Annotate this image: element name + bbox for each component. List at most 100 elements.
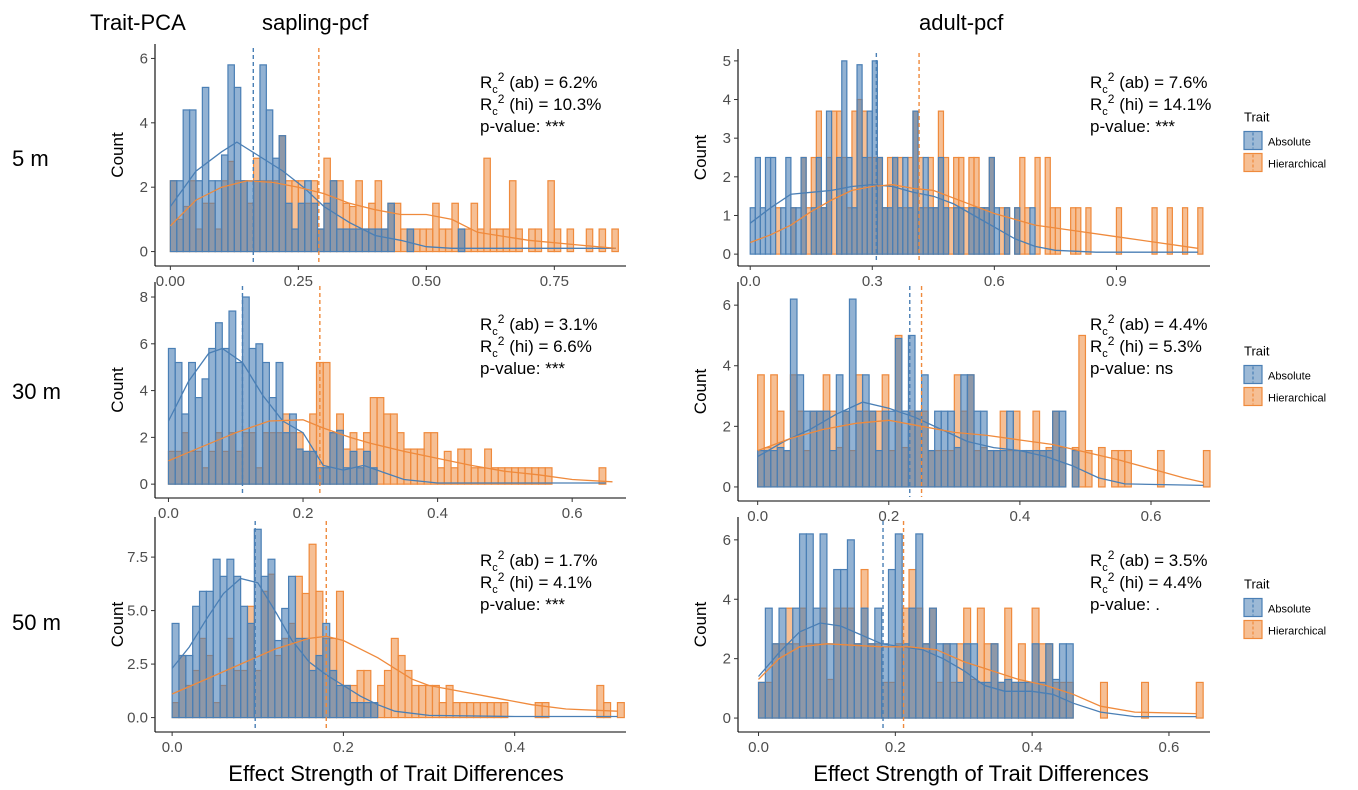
annotation-line: p-value: ***	[480, 595, 565, 614]
bar-absolute	[820, 207, 828, 255]
density-curve-absolute	[757, 401, 1204, 487]
row-label-5m: 5 m	[12, 146, 49, 171]
density-curve-absolute	[171, 577, 618, 718]
bar-hierarchical	[470, 467, 479, 485]
bar-absolute	[1003, 207, 1011, 255]
y-tick-label: 5	[723, 53, 731, 70]
bar-absolute	[842, 410, 851, 488]
y-tick-label: 2	[723, 651, 731, 668]
bar-hierarchical	[1140, 681, 1150, 719]
bar-absolute	[1045, 643, 1054, 719]
bar-hierarchical	[419, 228, 427, 253]
annotation-line: p-value: ***	[1090, 117, 1175, 136]
y-tick-label: 1	[723, 207, 731, 224]
bar-hierarchical	[1024, 207, 1031, 255]
y-tick-label: 2	[723, 418, 731, 435]
annotation-line: Rc2 (ab) = 3.1%	[480, 312, 598, 338]
bar-absolute	[1025, 449, 1034, 488]
bar-absolute	[993, 207, 1001, 255]
bar-absolute	[1024, 681, 1033, 719]
bar-hierarchical	[403, 448, 412, 485]
y-tick-label: 0	[723, 479, 731, 496]
bar-hierarchical	[396, 432, 405, 485]
bar-absolute	[757, 681, 766, 719]
bar-hierarchical	[397, 654, 406, 719]
bar-absolute	[246, 180, 255, 253]
bar-absolute	[915, 533, 924, 719]
bar-absolute	[978, 207, 985, 255]
bar-hierarchical	[479, 702, 488, 719]
legend-label-hierarchical: Hierarchical	[1268, 393, 1326, 405]
density-curve-hierarchical	[757, 419, 1204, 484]
bar-absolute	[233, 575, 242, 719]
bar-absolute	[1031, 643, 1040, 719]
bar-hierarchical	[1099, 681, 1108, 719]
bar-absolute	[942, 207, 950, 255]
bar-absolute	[214, 322, 223, 485]
annotation-line: Rc2 (hi) = 6.6%	[480, 334, 592, 360]
y-axis-title: Count	[108, 132, 127, 178]
bar-absolute	[894, 533, 903, 719]
bar-absolute	[1032, 449, 1041, 488]
bar-absolute	[380, 228, 389, 253]
bar-absolute	[201, 378, 210, 485]
bar-absolute	[932, 207, 939, 255]
x-tick-label: 0.75	[540, 273, 569, 290]
annotation-line: Rc2 (hi) = 5.3%	[1090, 334, 1202, 360]
bar-absolute	[329, 180, 338, 253]
bar-absolute	[983, 681, 992, 719]
bar-absolute	[1017, 681, 1026, 719]
bar-absolute	[342, 684, 351, 719]
bar-absolute	[856, 64, 863, 255]
bar-hierarchical	[598, 467, 607, 485]
bar-absolute	[764, 607, 773, 719]
y-tick-label: 6	[723, 532, 731, 549]
x-tick-label: 0.6	[562, 505, 583, 522]
bar-hierarchical	[493, 702, 502, 719]
bar-absolute	[783, 449, 792, 488]
panel-1: 0 1 2 3 4 5 0.0 0.3 0.6 0.9 Count Rc2 (ab) = 7.6%Rc…	[691, 49, 1326, 290]
bar-absolute	[976, 681, 985, 719]
bar-absolute	[853, 643, 862, 719]
bar-absolute	[1004, 678, 1013, 719]
bar-hierarchical	[1085, 207, 1092, 255]
bar-hierarchical	[515, 228, 523, 253]
legend-label-absolute: Absolute	[1268, 604, 1311, 616]
bar-absolute	[887, 568, 896, 719]
bar-absolute	[406, 228, 415, 253]
bar-absolute	[336, 429, 344, 485]
density-curve-absolute	[749, 183, 1198, 253]
bar-hierarchical	[445, 684, 454, 719]
bar-absolute	[963, 643, 972, 719]
bar-hierarchical	[1019, 156, 1026, 255]
y-axis-title: Count	[691, 369, 710, 415]
bar-absolute	[1014, 207, 1021, 255]
bar-absolute	[920, 374, 929, 488]
bar-absolute	[886, 207, 894, 255]
x-tick-label: 0.6	[1159, 739, 1180, 756]
bar-absolute	[1012, 449, 1021, 488]
x-tick-label: 0.4	[1022, 739, 1043, 756]
bar-absolute	[288, 413, 297, 485]
bar-absolute	[349, 702, 358, 719]
bar-absolute	[940, 410, 949, 488]
y-tick-label: 4	[140, 115, 148, 132]
bar-hierarchical	[463, 448, 472, 485]
bar-absolute	[868, 410, 877, 488]
annotation-line: Rc2 (hi) = 14.1%	[1090, 92, 1211, 118]
bar-absolute	[770, 449, 778, 488]
bar-absolute	[809, 410, 818, 488]
bar-absolute	[829, 449, 837, 488]
bar-absolute	[194, 397, 203, 485]
bar-absolute	[861, 156, 868, 255]
bar-hierarchical	[1044, 156, 1051, 255]
bar-hierarchical	[1197, 207, 1204, 255]
bar-absolute	[851, 207, 858, 255]
bar-hierarchical	[517, 467, 526, 485]
bar-absolute	[301, 637, 310, 719]
bar-absolute	[246, 622, 255, 719]
x-tick-label: 0.3	[862, 273, 883, 290]
bar-hierarchical	[411, 684, 420, 719]
bar-hierarchical	[611, 228, 619, 253]
bar-absolute	[825, 110, 833, 255]
